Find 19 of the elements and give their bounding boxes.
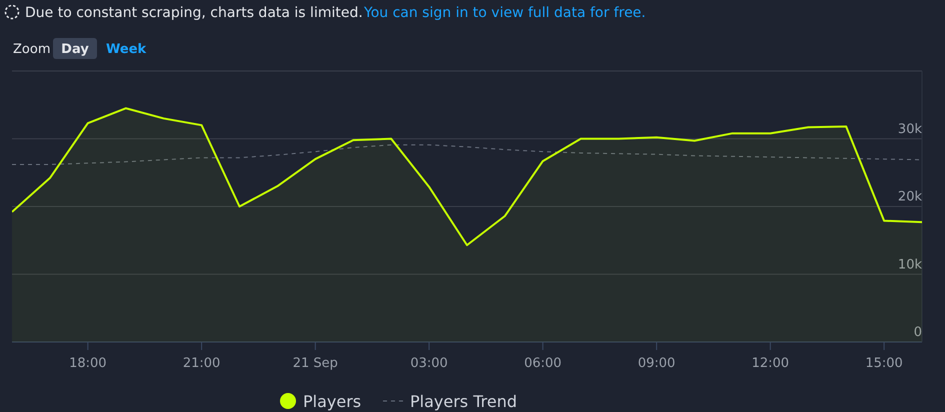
x-tick-label: 15:00: [865, 356, 903, 371]
text: Zoom: [13, 42, 50, 57]
text: Due to constant scraping, charts data is limited.: [25, 5, 363, 21]
x-tick-label: 09:00: [638, 356, 676, 371]
x-tick-label: 21:00: [182, 356, 220, 371]
legend-label: Players Trend: [410, 392, 517, 411]
y-tick-label: 20k: [898, 190, 922, 204]
x-tick-label: 18:00: [69, 356, 107, 371]
y-tick-label: 10k: [898, 257, 922, 272]
text: Week: [106, 42, 147, 57]
y-tick-label: 0: [914, 325, 922, 340]
x-tick-label: 12:00: [752, 356, 790, 371]
x-tick-label: 06:00: [524, 356, 562, 371]
text: You can sign in to view full data for free.: [363, 5, 646, 21]
text: Day: [61, 42, 90, 57]
x-tick-label: 03:00: [410, 356, 448, 371]
x-tick-label: 21 Sep: [292, 356, 338, 371]
y-tick-label: 30k: [898, 122, 922, 137]
legend-label: Players: [303, 392, 362, 411]
